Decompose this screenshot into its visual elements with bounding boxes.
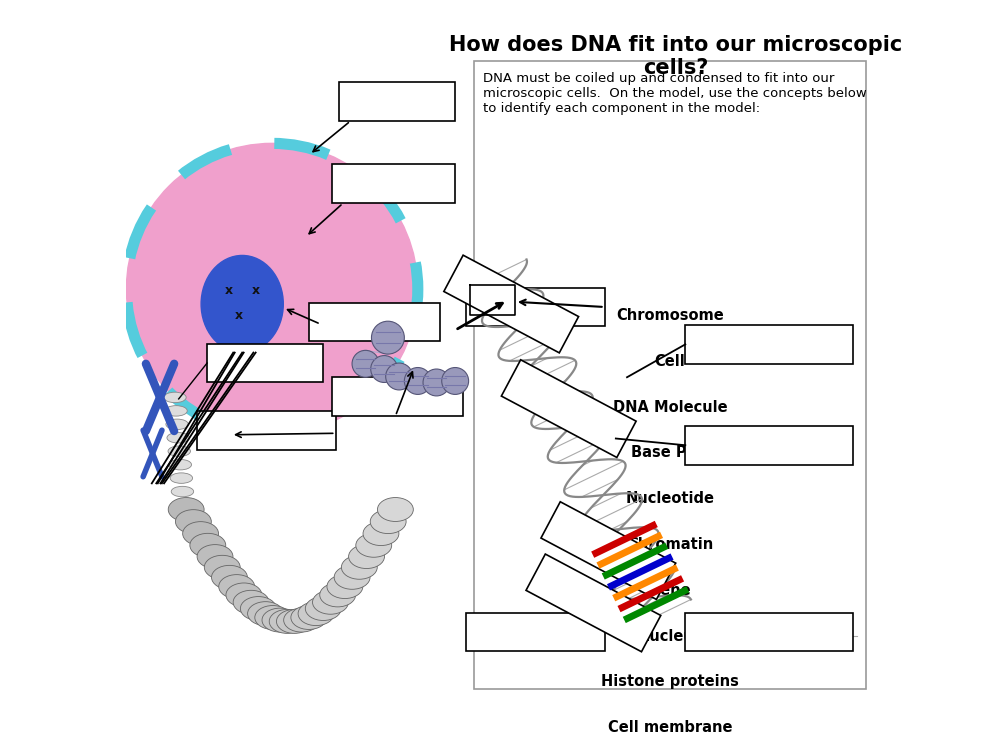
Bar bbox=[309, 302, 440, 341]
Text: DNA must be coiled up and condensed to fit into our
microscopic cells.  On the m: DNA must be coiled up and condensed to f… bbox=[483, 73, 867, 116]
Ellipse shape bbox=[320, 583, 356, 607]
Ellipse shape bbox=[248, 602, 283, 625]
Text: Nucleotide: Nucleotide bbox=[625, 491, 714, 506]
Ellipse shape bbox=[170, 473, 193, 483]
Ellipse shape bbox=[183, 522, 219, 545]
Text: How does DNA fit into our microscopic
cells?: How does DNA fit into our microscopic ce… bbox=[449, 35, 902, 78]
Circle shape bbox=[423, 369, 450, 396]
Ellipse shape bbox=[168, 497, 204, 521]
Bar bbox=[685, 325, 853, 364]
Ellipse shape bbox=[262, 608, 298, 632]
Polygon shape bbox=[444, 255, 579, 352]
Text: Histone proteins: Histone proteins bbox=[601, 674, 739, 689]
Bar bbox=[685, 426, 853, 465]
Ellipse shape bbox=[164, 392, 186, 403]
Ellipse shape bbox=[166, 419, 188, 430]
Ellipse shape bbox=[167, 433, 189, 443]
Bar bbox=[466, 287, 605, 326]
Circle shape bbox=[352, 350, 379, 377]
Ellipse shape bbox=[240, 596, 276, 620]
Ellipse shape bbox=[291, 605, 327, 629]
Bar bbox=[685, 613, 853, 652]
Bar bbox=[466, 613, 605, 652]
Ellipse shape bbox=[226, 583, 262, 607]
Circle shape bbox=[442, 368, 469, 394]
Ellipse shape bbox=[255, 605, 291, 629]
Text: Nucleus: Nucleus bbox=[637, 628, 703, 644]
Text: Chromosome: Chromosome bbox=[616, 308, 724, 322]
Bar bbox=[339, 82, 455, 121]
Ellipse shape bbox=[233, 590, 269, 614]
Bar bbox=[207, 344, 323, 382]
Ellipse shape bbox=[276, 610, 312, 633]
Ellipse shape bbox=[356, 533, 392, 557]
Text: Chromatin: Chromatin bbox=[627, 537, 713, 552]
Ellipse shape bbox=[327, 574, 363, 598]
Circle shape bbox=[386, 363, 413, 390]
Ellipse shape bbox=[197, 544, 233, 568]
Ellipse shape bbox=[370, 510, 406, 533]
Text: x: x bbox=[225, 284, 233, 297]
Text: DNA Molecule: DNA Molecule bbox=[613, 400, 727, 415]
Bar bbox=[332, 377, 463, 416]
Ellipse shape bbox=[334, 566, 370, 590]
Ellipse shape bbox=[219, 574, 255, 598]
Ellipse shape bbox=[168, 446, 190, 457]
Text: Cell: Cell bbox=[655, 354, 685, 369]
Polygon shape bbox=[501, 360, 636, 458]
Ellipse shape bbox=[171, 486, 194, 496]
Circle shape bbox=[126, 143, 418, 435]
Bar bbox=[332, 164, 455, 203]
Ellipse shape bbox=[313, 590, 348, 614]
Ellipse shape bbox=[204, 555, 240, 579]
Bar bbox=[197, 411, 336, 450]
Text: Gene: Gene bbox=[649, 583, 691, 598]
Ellipse shape bbox=[165, 406, 187, 416]
Ellipse shape bbox=[349, 544, 384, 568]
Ellipse shape bbox=[284, 608, 320, 632]
Ellipse shape bbox=[341, 555, 377, 579]
Ellipse shape bbox=[201, 256, 283, 352]
Text: x: x bbox=[234, 309, 243, 322]
Text: x: x bbox=[252, 284, 260, 297]
Polygon shape bbox=[541, 502, 676, 599]
Ellipse shape bbox=[269, 610, 305, 633]
Text: Base Pair: Base Pair bbox=[631, 446, 709, 460]
Circle shape bbox=[371, 321, 404, 354]
Circle shape bbox=[371, 356, 398, 382]
Ellipse shape bbox=[169, 460, 192, 470]
Ellipse shape bbox=[305, 596, 341, 620]
Text: Cell membrane: Cell membrane bbox=[608, 720, 732, 735]
Ellipse shape bbox=[175, 510, 211, 533]
Bar bbox=[474, 62, 866, 689]
Ellipse shape bbox=[190, 533, 226, 557]
Ellipse shape bbox=[212, 566, 247, 590]
Ellipse shape bbox=[363, 522, 399, 545]
Polygon shape bbox=[526, 554, 661, 652]
Ellipse shape bbox=[377, 497, 413, 521]
Circle shape bbox=[404, 368, 431, 394]
Ellipse shape bbox=[298, 602, 334, 625]
